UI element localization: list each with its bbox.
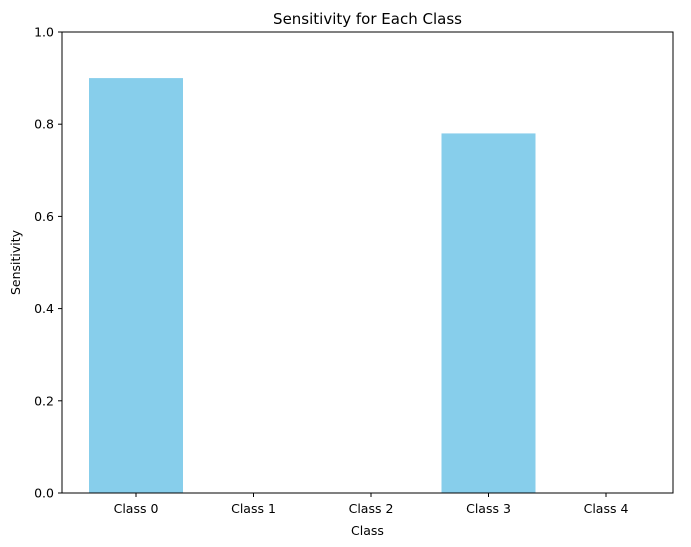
bar-class-3: [441, 133, 536, 494]
plot-frame: [61, 31, 674, 494]
x-tick-label: Class 4: [584, 501, 629, 516]
y-tick-label: 0.6: [34, 209, 54, 224]
x-tick-label: Class 2: [349, 501, 394, 516]
y-tick-label: 0.0: [34, 486, 54, 501]
y-tick-label: 1.0: [34, 25, 54, 40]
bar-class-0: [89, 78, 183, 493]
y-axis-label: Sensitivity: [8, 229, 23, 295]
x-axis-label: Class: [351, 523, 384, 538]
chart-title: Sensitivity for Each Class: [273, 10, 462, 28]
axes-layer: [61, 31, 674, 494]
x-tick-label: Class 3: [466, 501, 511, 516]
y-tick-label: 0.2: [34, 393, 54, 408]
ticks-layer: 0.0 0.2 0.4 0.6 0.8 1.0 Class 0 Class 1 Class 2 C…: [34, 25, 628, 517]
y-tick-label: 0.8: [34, 117, 54, 132]
x-tick-label: Class 0: [114, 501, 159, 516]
x-tick-label: Class 1: [231, 501, 276, 516]
y-tick-label: 0.4: [34, 301, 54, 316]
bars-layer: [89, 78, 536, 494]
